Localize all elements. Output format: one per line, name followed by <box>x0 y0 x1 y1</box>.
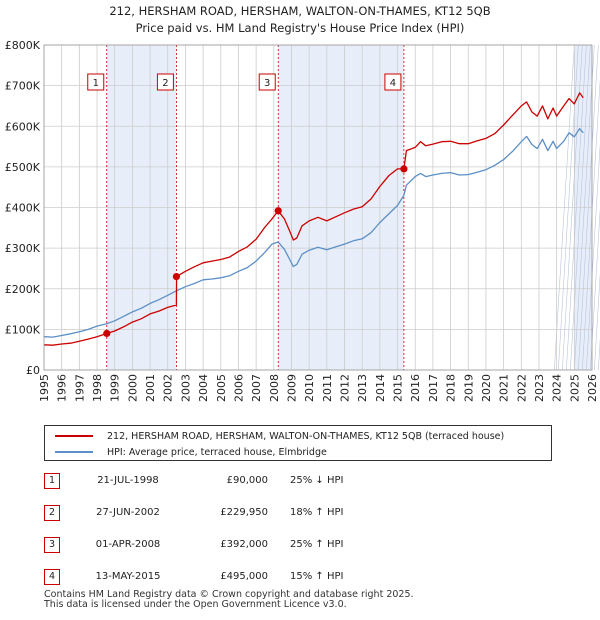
row-badge: 1 <box>44 473 60 489</box>
hatch-line <box>586 142 600 371</box>
y-tick-label: £700K <box>5 80 41 93</box>
row-price: £90,000 <box>226 475 268 486</box>
x-tick-label: 2015 <box>392 374 405 402</box>
x-tick-label: 2010 <box>303 374 316 402</box>
footer-line-copyright: Contains HM Land Registry data © Crown c… <box>44 589 414 600</box>
row-date: 21-JUL-1998 <box>97 475 159 486</box>
y-tick-label: £300K <box>5 242 41 255</box>
price-chart: 212, HERSHAM ROAD, HERSHAM, WALTON-ON-TH… <box>5 4 600 402</box>
x-tick-label: 2022 <box>515 374 528 402</box>
table-row: 4 13-MAY-2015 £495,000 15% ↑ HPI <box>44 569 564 587</box>
y-tick-label: £600K <box>5 120 41 133</box>
row-hpi: 18% ↑ HPI <box>290 507 344 518</box>
row-price: £495,000 <box>220 571 268 582</box>
x-tick-label: 2001 <box>144 374 157 402</box>
hatch-line <box>594 272 600 371</box>
x-tick-label: 2009 <box>285 374 298 402</box>
row-badge: 3 <box>44 537 60 553</box>
x-tick-label: 2018 <box>445 374 458 402</box>
series-line-property <box>43 92 584 346</box>
chart-legend: 212, HERSHAM ROAD, HERSHAM, WALTON-ON-TH… <box>44 425 552 461</box>
y-tick-label: £800K <box>5 39 41 52</box>
legend-item-hpi: HPI: Average price, terraced house, Elmb… <box>55 444 327 460</box>
y-tick-label: £200K <box>5 283 41 296</box>
row-hpi: 15% ↑ HPI <box>290 571 344 582</box>
x-tick-label: 2002 <box>162 374 175 402</box>
row-badge: 2 <box>44 505 60 521</box>
x-tick-label: 2006 <box>232 374 245 402</box>
table-row: 2 27-JUN-2002 £229,950 18% ↑ HPI <box>44 505 564 523</box>
row-hpi: 25% ↓ HPI <box>290 475 344 486</box>
transaction-marker-label: 2 <box>162 78 168 89</box>
transaction-point <box>172 272 181 281</box>
x-tick-label: 2019 <box>462 374 475 402</box>
table-row: 1 21-JUL-1998 £90,000 25% ↓ HPI <box>44 473 564 491</box>
x-tick-label: 1997 <box>73 374 86 402</box>
transaction-marker <box>156 73 174 91</box>
x-tick-label: 2014 <box>374 374 387 402</box>
legend-label-hpi: HPI: Average price, terraced house, Elmb… <box>107 446 327 458</box>
x-tick-label: 2017 <box>427 374 440 402</box>
legend-item-property: 212, HERSHAM ROAD, HERSHAM, WALTON-ON-TH… <box>55 428 504 444</box>
transaction-marker <box>87 73 105 91</box>
chart-subtitle: Price paid vs. HM Land Registry's House … <box>136 21 465 35</box>
x-tick-label: 2026 <box>586 374 599 402</box>
x-tick-label: 2005 <box>215 374 228 402</box>
x-tick-label: 1998 <box>91 374 104 402</box>
transaction-marker-label: 1 <box>93 78 99 89</box>
table-row: 3 01-APR-2008 £392,000 25% ↑ HPI <box>44 537 564 555</box>
transaction-point <box>274 207 282 215</box>
x-tick-label: 1999 <box>109 374 122 402</box>
row-date: 27-JUN-2002 <box>96 507 160 518</box>
row-hpi: 25% ↑ HPI <box>290 539 344 550</box>
x-tick-label: 2004 <box>197 374 210 402</box>
x-tick-label: 2008 <box>268 374 281 402</box>
row-price: £392,000 <box>220 539 268 550</box>
y-tick-label: £0 <box>26 364 40 377</box>
hatch-line <box>590 207 600 371</box>
transaction-marker-label: 4 <box>390 78 396 89</box>
x-tick-label: 2000 <box>126 374 139 402</box>
x-tick-label: 2007 <box>250 374 263 402</box>
row-date: 13-MAY-2015 <box>95 571 161 582</box>
x-tick-label: 2013 <box>356 374 369 402</box>
chart-title: 212, HERSHAM ROAD, HERSHAM, WALTON-ON-TH… <box>109 4 490 18</box>
row-badge: 4 <box>44 569 60 585</box>
row-date: 01-APR-2008 <box>95 539 161 550</box>
y-tick-label: £400K <box>5 202 41 215</box>
legend-label-property: 212, HERSHAM ROAD, HERSHAM, WALTON-ON-TH… <box>107 430 505 442</box>
y-tick-label: £100K <box>5 323 41 336</box>
legend-swatch-hpi <box>55 451 93 453</box>
x-tick-label: 1996 <box>56 374 69 402</box>
x-tick-label: 2016 <box>409 374 422 402</box>
transaction-marker-label: 3 <box>264 78 270 89</box>
x-tick-label: 2012 <box>339 374 352 402</box>
x-tick-label: 1995 <box>38 374 51 402</box>
x-tick-label: 2011 <box>321 374 334 402</box>
x-tick-label: 2025 <box>568 374 581 402</box>
x-tick-label: 2023 <box>533 374 546 402</box>
transaction-point <box>400 165 408 173</box>
x-tick-label: 2003 <box>179 374 192 402</box>
x-tick-label: 2020 <box>480 374 493 402</box>
footer-attribution: Contains HM Land Registry data © Crown c… <box>44 590 414 610</box>
row-price: £229,950 <box>220 507 268 518</box>
transaction-point <box>103 329 111 338</box>
plot-frame <box>43 44 593 371</box>
transaction-marker <box>384 73 402 91</box>
transaction-marker <box>258 73 276 91</box>
footer-line-licence: This data is licensed under the Open Gov… <box>44 599 347 610</box>
series-line-hpi <box>43 128 584 338</box>
x-tick-label: 2024 <box>551 374 564 402</box>
legend-swatch-property <box>55 435 93 437</box>
y-tick-label: £500K <box>5 161 41 174</box>
x-tick-label: 2021 <box>498 374 511 402</box>
